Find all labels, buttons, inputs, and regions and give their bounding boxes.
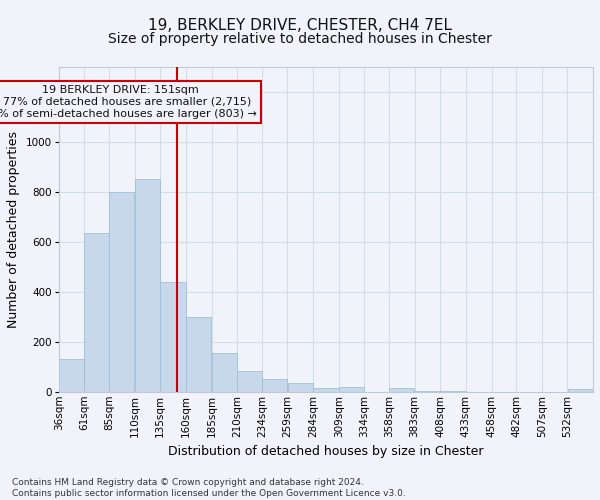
Bar — [160, 282, 186, 392]
Bar — [212, 353, 237, 392]
Bar — [313, 388, 338, 392]
Y-axis label: Number of detached properties: Number of detached properties — [7, 131, 20, 328]
Bar — [109, 192, 134, 392]
Bar — [262, 380, 287, 392]
Bar — [568, 390, 593, 392]
Bar — [186, 317, 211, 392]
Bar — [85, 233, 109, 392]
Text: Contains HM Land Registry data © Crown copyright and database right 2024.
Contai: Contains HM Land Registry data © Crown c… — [12, 478, 406, 498]
Bar — [238, 370, 262, 392]
Text: 19, BERKLEY DRIVE, CHESTER, CH4 7EL: 19, BERKLEY DRIVE, CHESTER, CH4 7EL — [148, 18, 452, 32]
Bar — [339, 387, 364, 392]
Bar — [389, 388, 415, 392]
Text: 19 BERKLEY DRIVE: 151sqm
← 77% of detached houses are smaller (2,715)
23% of sem: 19 BERKLEY DRIVE: 151sqm ← 77% of detach… — [0, 86, 257, 118]
Bar — [59, 360, 84, 392]
Bar — [135, 180, 160, 392]
Bar — [440, 390, 466, 392]
X-axis label: Distribution of detached houses by size in Chester: Distribution of detached houses by size … — [168, 445, 484, 458]
Bar — [415, 390, 440, 392]
Bar — [287, 383, 313, 392]
Text: Size of property relative to detached houses in Chester: Size of property relative to detached ho… — [108, 32, 492, 46]
